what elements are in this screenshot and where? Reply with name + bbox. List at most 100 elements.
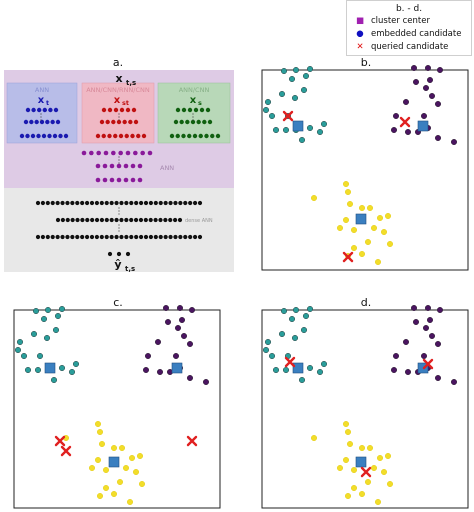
panel-b-label: b. bbox=[360, 56, 372, 69]
panel-b-yellow-point bbox=[381, 228, 388, 235]
branch-t-node bbox=[48, 107, 53, 113]
branch-s-node bbox=[204, 133, 209, 139]
branch-s-node bbox=[175, 133, 180, 139]
branch-s-node bbox=[175, 107, 181, 113]
panel-c-yellow-point bbox=[132, 469, 139, 476]
panel-d-yellow-point bbox=[337, 465, 344, 472]
panel-c-yellow-point bbox=[94, 421, 101, 428]
panel-c-teal-point bbox=[41, 316, 48, 323]
dense-node bbox=[114, 217, 119, 223]
panel-b-center-purple bbox=[417, 120, 429, 132]
branch-connector bbox=[40, 116, 42, 118]
panel-c-yellow-point bbox=[96, 493, 103, 500]
panel-d-yellow-point bbox=[347, 441, 354, 448]
dense-node bbox=[35, 234, 41, 240]
panel-d-purple-point bbox=[437, 307, 444, 314]
panel-b-teal-point bbox=[301, 86, 308, 93]
panel-d-yellow-point bbox=[377, 455, 384, 462]
panel-c-frame bbox=[13, 309, 221, 509]
panel-d-yellow-point bbox=[359, 491, 366, 498]
dense-node bbox=[188, 234, 193, 240]
dense-node bbox=[94, 234, 100, 240]
dense-node bbox=[168, 234, 173, 240]
dense-node bbox=[94, 217, 100, 223]
dense-node bbox=[94, 200, 100, 206]
branch-t-node bbox=[29, 119, 34, 125]
merge-node bbox=[116, 163, 122, 169]
branch-connector bbox=[192, 116, 194, 118]
panel-b-yellow-point bbox=[375, 259, 382, 266]
output-node bbox=[107, 251, 113, 257]
panel-c-purple-point bbox=[144, 353, 151, 360]
panel-d-teal-point bbox=[292, 335, 299, 342]
panel-b-query bbox=[282, 110, 294, 122]
dense-node bbox=[192, 234, 198, 240]
panel-d-teal-point bbox=[301, 327, 308, 334]
dense-node bbox=[173, 200, 178, 206]
panel-b-teal-point bbox=[269, 112, 276, 119]
panel-c-purple-point bbox=[172, 353, 179, 360]
branch-t-node bbox=[30, 133, 36, 139]
branch-t-node bbox=[23, 119, 29, 125]
legend-item-embedded-candidate: ● embedded candidate bbox=[353, 28, 461, 40]
branch-t-var: x bbox=[38, 95, 45, 106]
cross-icon: ✕ bbox=[356, 42, 364, 52]
panel-d-frame bbox=[261, 309, 469, 509]
panel-c-purple-point bbox=[164, 319, 171, 326]
panel-d-teal-point bbox=[263, 347, 270, 354]
panel-b-teal-point bbox=[281, 67, 288, 74]
panel-c-teal-point bbox=[33, 308, 40, 315]
branch-st-node bbox=[101, 133, 106, 139]
panel-c-yellow-point bbox=[102, 467, 109, 474]
panel-b-purple-point bbox=[421, 112, 428, 119]
dense-node bbox=[85, 217, 90, 223]
panel-b-teal-point bbox=[307, 65, 314, 72]
branch-t-block bbox=[6, 82, 78, 144]
panel-d-yellow-point bbox=[381, 469, 388, 476]
branch-st-node bbox=[128, 119, 133, 125]
panel-c-purple-point bbox=[186, 375, 193, 382]
merge-connector bbox=[118, 156, 120, 158]
branch-connector bbox=[192, 113, 194, 115]
branch-s-node bbox=[173, 119, 179, 125]
dense-node bbox=[138, 234, 144, 240]
panel-b-teal-point bbox=[273, 126, 280, 133]
branch-st-node bbox=[105, 119, 110, 125]
panel-b-yellow-point bbox=[387, 240, 394, 247]
branch-t-node bbox=[58, 133, 63, 139]
dense-node bbox=[114, 200, 119, 206]
panel-c-teal-point bbox=[45, 307, 52, 314]
branch-t-node bbox=[36, 133, 41, 139]
panel-d-query bbox=[422, 358, 434, 370]
panel-b-teal-point bbox=[293, 66, 300, 73]
dense-node bbox=[75, 200, 80, 206]
merge-node bbox=[133, 150, 138, 156]
dense-name: dense ANN bbox=[185, 218, 213, 224]
panel-d-yellow-point bbox=[343, 457, 350, 464]
panel-b-teal-point bbox=[307, 124, 314, 131]
branch-connector bbox=[118, 119, 120, 121]
dense-node bbox=[75, 217, 80, 223]
output-node bbox=[125, 251, 131, 257]
panel-b-yellow-point bbox=[351, 226, 358, 233]
dense-node bbox=[143, 234, 149, 240]
branch-st-node bbox=[101, 107, 107, 113]
merge-node bbox=[96, 150, 101, 156]
panel-c-purple-point bbox=[174, 325, 181, 332]
panel-b-yellow-point bbox=[359, 250, 366, 257]
output-node bbox=[116, 251, 122, 257]
dense-node bbox=[173, 217, 178, 223]
branch-st-node bbox=[113, 133, 118, 139]
panel-d-purple-point bbox=[451, 379, 458, 386]
panel-d-teal-point bbox=[293, 307, 300, 314]
panel-d-teal-point bbox=[265, 339, 272, 346]
branch-s-name: ANN/CNN bbox=[179, 86, 210, 94]
panel-d-purple-point bbox=[393, 353, 400, 360]
branch-s-node bbox=[179, 119, 184, 125]
panel-d-yellow-point bbox=[387, 481, 394, 488]
panel-d-purple-point bbox=[435, 341, 442, 348]
merge-connector bbox=[118, 162, 120, 164]
panel-b-yellow-point bbox=[345, 188, 352, 195]
branch-t-sub: t bbox=[46, 99, 49, 107]
dense-node bbox=[178, 234, 183, 240]
